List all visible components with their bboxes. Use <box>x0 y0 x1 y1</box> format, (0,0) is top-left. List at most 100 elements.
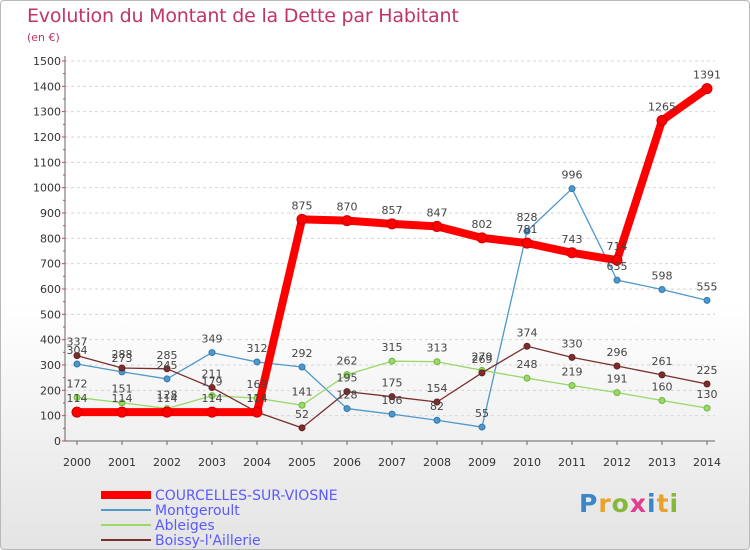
x-tick-label: 2014 <box>693 456 721 469</box>
x-tick-label: 2013 <box>648 456 676 469</box>
data-point <box>568 382 576 390</box>
data-label: 55 <box>475 407 489 420</box>
data-label: 141 <box>292 385 313 398</box>
data-label: 374 <box>517 326 538 339</box>
data-point <box>208 349 216 357</box>
data-point <box>478 423 486 431</box>
data-point <box>566 247 578 259</box>
data-label: 195 <box>337 372 358 385</box>
data-label: 296 <box>607 346 628 359</box>
x-tick-label: 2001 <box>108 456 136 469</box>
data-point <box>71 406 83 418</box>
data-label: 312 <box>247 342 268 355</box>
data-label: 52 <box>295 408 309 421</box>
y-tick-label: 0 <box>54 435 61 448</box>
data-point <box>73 393 81 401</box>
y-tick-label: 1500 <box>33 55 61 68</box>
data-point <box>568 353 576 361</box>
proxiti-logo: Proxiti <box>579 489 679 518</box>
data-label: 1265 <box>648 101 676 114</box>
data-point <box>433 398 441 406</box>
data-point <box>161 406 173 418</box>
data-label: 598 <box>652 270 673 283</box>
data-point <box>341 215 353 227</box>
data-label: 106 <box>382 394 403 407</box>
y-tick-label: 1200 <box>33 131 61 144</box>
data-label: 714 <box>607 240 628 253</box>
data-label: 635 <box>607 260 628 273</box>
data-label: 172 <box>67 377 88 390</box>
data-point <box>658 371 666 379</box>
data-point <box>388 393 396 401</box>
data-label: 828 <box>517 211 538 224</box>
data-label: 82 <box>430 400 444 413</box>
x-tick-label: 2008 <box>423 456 451 469</box>
x-tick-label: 2006 <box>333 456 361 469</box>
data-label: 330 <box>562 337 583 350</box>
data-point <box>656 115 668 127</box>
data-point <box>298 424 306 432</box>
data-label: 130 <box>697 388 718 401</box>
data-point <box>163 365 171 373</box>
data-label: 1391 <box>693 69 721 82</box>
data-label: 151 <box>112 383 133 396</box>
data-label: 114 <box>112 392 133 405</box>
y-tick-label: 1300 <box>33 106 61 119</box>
x-tick-label: 2012 <box>603 456 631 469</box>
data-label: 219 <box>562 366 583 379</box>
x-tick-label: 2011 <box>558 456 586 469</box>
data-point <box>521 237 533 249</box>
y-tick-label: 900 <box>40 207 61 220</box>
data-label: 279 <box>472 350 493 363</box>
x-tick-label: 2003 <box>198 456 226 469</box>
data-point <box>658 286 666 294</box>
data-label: 870 <box>337 201 358 214</box>
data-point <box>118 364 126 372</box>
legend-label: COURCELLES-SUR-VIOSNE <box>155 488 338 504</box>
data-point <box>523 374 531 382</box>
data-point <box>253 358 261 366</box>
y-tick-label: 700 <box>40 258 61 271</box>
data-label: 857 <box>382 204 403 217</box>
x-tick-label: 2002 <box>153 456 181 469</box>
data-label: 175 <box>382 377 403 390</box>
chart-title: Evolution du Montant de la Dette par Hab… <box>27 5 459 27</box>
data-point <box>658 396 666 404</box>
y-tick-label: 600 <box>40 283 61 296</box>
data-label: 114 <box>202 392 223 405</box>
data-point <box>296 213 308 225</box>
logo-letter: i <box>669 489 680 518</box>
data-point <box>431 220 443 232</box>
data-label: 996 <box>562 169 583 182</box>
data-label: 225 <box>697 364 718 377</box>
data-label: 169 <box>247 378 268 391</box>
data-point <box>298 401 306 409</box>
data-point <box>703 404 711 412</box>
data-point <box>523 227 531 235</box>
logo-letter: i <box>647 489 657 518</box>
data-label: 313 <box>427 342 448 355</box>
data-point <box>73 352 81 360</box>
data-point <box>613 276 621 284</box>
logo-letter: t <box>656 489 670 518</box>
data-point <box>73 360 81 368</box>
y-tick-label: 200 <box>40 384 61 397</box>
data-label: 349 <box>202 333 223 346</box>
x-tick-label: 2005 <box>288 456 316 469</box>
data-point <box>163 375 171 383</box>
data-point <box>118 399 126 407</box>
data-point <box>343 405 351 413</box>
y-tick-label: 1400 <box>33 80 61 93</box>
data-point <box>343 388 351 396</box>
data-point <box>208 384 216 392</box>
data-label: 802 <box>472 218 493 231</box>
data-point <box>613 389 621 397</box>
data-label: 191 <box>607 373 628 386</box>
data-point <box>343 371 351 379</box>
data-label: 128 <box>157 389 178 402</box>
logo-letter: o <box>611 489 630 518</box>
data-point <box>298 363 306 371</box>
data-label: 288 <box>112 348 133 361</box>
data-point <box>206 406 218 418</box>
